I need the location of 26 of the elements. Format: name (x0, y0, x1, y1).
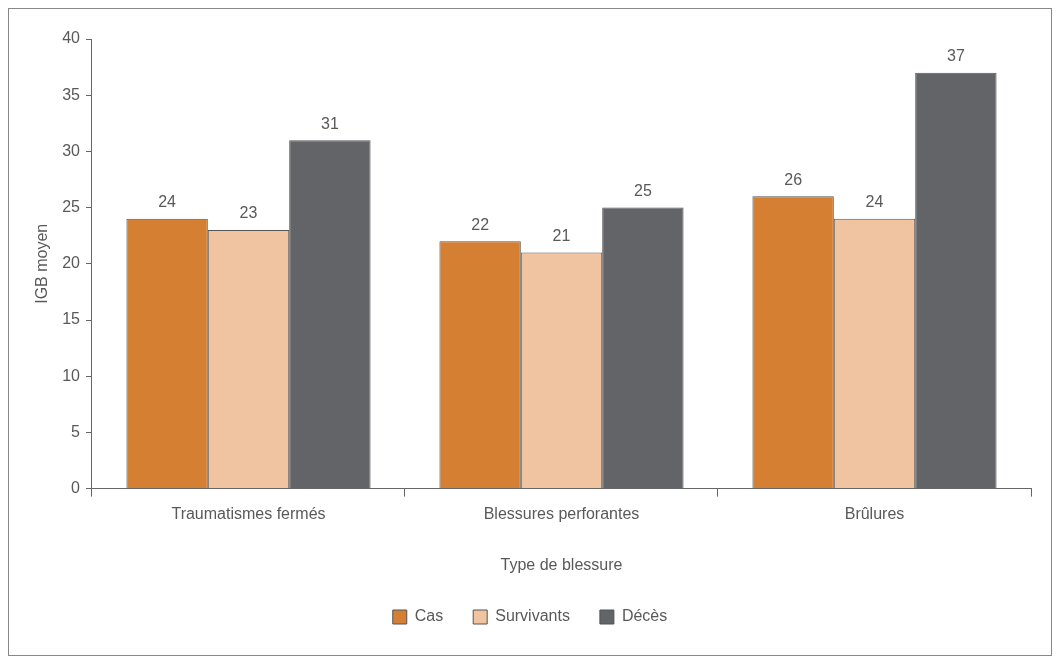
data-label: 26 (784, 170, 803, 188)
data-label: 25 (633, 182, 652, 200)
data-label: 23 (239, 204, 258, 222)
y-tick-label: 30 (62, 141, 81, 159)
data-label: 24 (158, 193, 177, 211)
y-tick-label: 20 (62, 254, 81, 272)
y-tick-label: 25 (62, 198, 81, 216)
data-label: 37 (946, 47, 965, 65)
x-tick-label: Brûlures (844, 504, 905, 522)
data-label: 24 (865, 193, 884, 211)
data-label: 31 (320, 114, 339, 132)
x-tick-label: Traumatismes fermés (171, 504, 326, 522)
legend-label: Survivants (495, 607, 570, 625)
y-tick-label: 10 (62, 366, 81, 384)
y-axis-title: IGB moyen (33, 223, 51, 304)
y-tick-label: 35 (62, 85, 81, 103)
data-label: 21 (552, 226, 571, 244)
data-label: 22 (471, 215, 490, 233)
legend-label: Cas (414, 607, 444, 625)
y-tick-label: 0 (71, 479, 81, 497)
x-tick-label: Blessures perforantes (483, 504, 640, 522)
legend-label: Décès (621, 607, 668, 625)
y-tick-label: 5 (71, 422, 81, 440)
y-tick-label: 40 (62, 29, 81, 47)
x-axis-title: Type de blessure (500, 555, 623, 573)
y-tick-label: 15 (62, 310, 81, 328)
